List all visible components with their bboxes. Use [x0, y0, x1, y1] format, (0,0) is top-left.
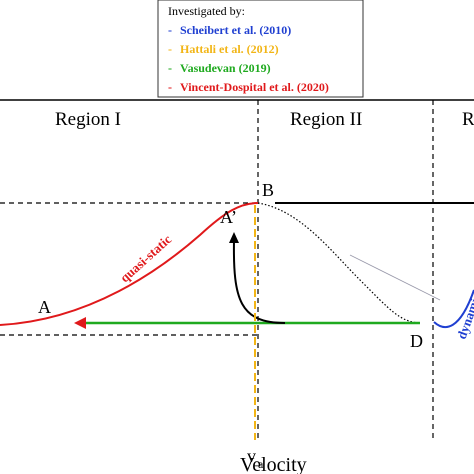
quasi-static-curve — [0, 202, 259, 326]
legend-entries: - Scheibert et al. (2010)- Hattali et al. … — [168, 23, 329, 94]
region-label: Region II — [290, 109, 362, 130]
arrow-head — [74, 317, 86, 329]
legend-marker: - — [168, 23, 172, 37]
legend-marker: - — [168, 42, 172, 56]
point-label: D — [410, 331, 423, 351]
point-label: A’ — [220, 207, 237, 227]
legend-label: Hattali et al. (2012) — [180, 42, 279, 56]
curve-label: dynamic — [454, 291, 474, 341]
legend-label: Scheibert et al. (2010) — [180, 23, 291, 37]
curve-label: quasi-static — [117, 231, 174, 285]
legend-title: Investigated by: — [168, 4, 245, 18]
region-label: Region I — [55, 109, 121, 130]
arrow-head — [229, 232, 239, 243]
axis-label: Velocity — [240, 454, 307, 474]
jump-arrow — [232, 239, 286, 324]
legend-label: Vasudevan (2019) — [180, 61, 271, 75]
tick-symbol: v — [247, 446, 256, 466]
dynamic-curve — [433, 289, 474, 329]
legend-label: Vincent-Dospital et al. (2020) — [180, 80, 329, 94]
legend-marker: - — [168, 80, 172, 94]
point-label: A — [38, 297, 51, 317]
legend-marker: - — [168, 61, 172, 75]
point-label: B — [262, 180, 274, 200]
region-label: Region III — [462, 109, 474, 130]
unstable-branch — [257, 202, 421, 324]
legend-box — [157, 0, 364, 98]
thin-line — [349, 254, 441, 301]
tick-subscript: a — [258, 457, 264, 471]
